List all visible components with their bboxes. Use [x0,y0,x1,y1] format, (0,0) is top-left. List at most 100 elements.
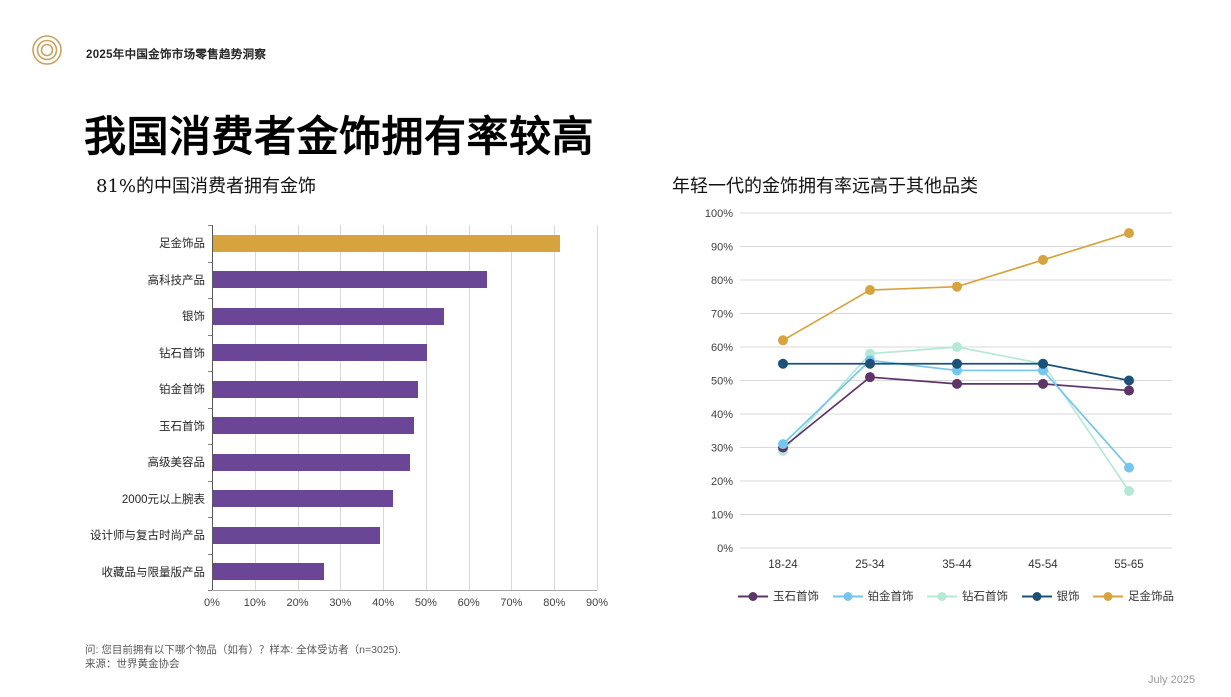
legend-item: 足金饰品 [1093,588,1174,604]
x-axis-tick-label: 25-34 [855,559,885,571]
y-axis-tickmark [208,590,212,591]
data-point: 足金饰品 45-54: 86% [1038,254,1048,265]
gridline [425,225,427,590]
gridline [254,225,256,590]
legend-item: 银饰 [1021,588,1080,604]
x-axis-tick-label: 55-65 [1114,559,1143,571]
y-axis-tickmark [208,517,212,518]
gridline [511,225,513,590]
legend-marker [832,591,863,601]
y-axis-tick-label: 20% [711,476,733,488]
gridline [340,225,342,590]
data-point: 铂金首饰 18-24: 31% [778,439,788,450]
y-axis-tick-label: 70% [711,309,733,321]
bar [213,380,419,398]
bar-category-label: 钻石首饰 [159,347,205,360]
data-point: 银饰 35-44: 55% [952,358,962,369]
legend-marker-dot [1103,591,1113,601]
legend-label: 铂金首饰 [867,591,914,603]
bar [213,563,325,581]
slide-title: 我国消费者金饰拥有率较高 [84,113,595,160]
x-axis-tick-label: 40% [372,597,395,609]
x-axis-tick-label: 60% [457,597,480,609]
y-axis-tickmark [208,444,212,445]
legend-marker-dot [843,591,852,601]
bar [213,526,380,544]
x-axis-tick-label: 50% [414,597,437,609]
y-axis-tickmark [208,225,212,226]
legend-item: 铂金首饰 [832,588,914,604]
data-point: 玉石首饰 55-65: 47% [1124,385,1134,396]
y-axis-tickmark [208,480,212,482]
y-axis-tick-label: 10% [711,510,733,522]
y-axis-tick-label: 50% [711,376,733,388]
data-point: 钻石首饰 55-65: 17% [1124,486,1134,497]
x-axis-tick-label: 80% [543,597,566,609]
line-chart-plot: 100% 90% 80% 70% 60% 50% 40% 30% 20% 10% 0% 18-24 25… [705,208,1172,571]
y-axis-tick-label: 0% [717,543,733,555]
x-axis-tick-label: 18-24 [768,559,798,571]
x-axis-tick-label: 90% [585,597,609,609]
legend: 玉石首饰 铂金首饰 钻石首饰 银饰 足金饰品 [738,588,1174,604]
footnote-source: 来源：世界黄金协会 [85,658,180,670]
bar-category-label: 收藏品与限量版产品 [101,566,206,579]
legend-marker [738,591,768,601]
y-axis-line [212,225,213,590]
gridline [468,225,470,590]
legend-marker [1093,591,1123,601]
data-point: 足金饰品 55-65: 94% [1124,228,1134,239]
bar-category-label: 高级美容品 [147,457,206,470]
x-axis-tick-label: 70% [500,597,523,609]
footnote: 问: 您目前拥有以下哪个物品（如有）？样本: 全体受访者（n=3025). 来源… [85,643,401,671]
y-axis-tick-label: 40% [711,409,733,421]
bar [213,490,393,508]
line-chart-title: 年轻一代的金饰拥有率远高于其他品类 [672,176,978,197]
legend-marker [927,591,957,601]
data-point: 铂金首饰 55-65: 24% [1124,462,1134,473]
legend-label: 银饰 [1056,591,1080,603]
gridline [297,225,299,590]
slide-date: July 2025 [1148,674,1196,686]
gridline [597,225,598,590]
x-axis-tick-label: 35-44 [942,559,972,571]
x-axis-tick-label: 10% [243,597,266,609]
y-axis-tick-label: 80% [711,275,733,287]
bar-category-label: 银饰 [182,311,205,324]
bar-category-label: 足金饰品 [159,238,205,251]
legend-item: 玉石首饰 [738,588,819,604]
y-axis-tick-label: 100% [705,208,733,220]
bar [213,271,487,289]
report-series-title: 2025年中国金饰市场零售趋势洞察 [86,49,267,61]
bar-category-label: 设计师与复古时尚产品 [90,530,205,543]
y-axis-tickmark [208,407,212,409]
y-axis-tick-label: 60% [711,342,733,354]
gridline [383,225,385,590]
gridline [554,225,556,590]
line-chart: 100% 90% 80% 70% 60% 50% 40% 30% 20% 10% 0% 18-24 25… [700,205,1205,617]
y-axis-tickmark [208,298,212,299]
y-axis-tickmark [208,371,212,372]
footnote-question: 问: 您目前拥有以下哪个物品（如有）？样本: 全体受访者（n=3025). [85,644,401,656]
brand-rings-icon [32,35,62,65]
legend-marker-dot [1032,591,1041,601]
data-point: 银饰 45-54: 55% [1038,358,1048,369]
y-axis-tick-label: 90% [711,242,733,254]
legend-label: 玉石首饰 [773,591,819,603]
bar-category-label: 2000元以上腕表 [121,493,205,506]
data-point: 玉石首饰 25-34: 51% [865,372,875,383]
legend-item: 钻石首饰 [927,588,1008,604]
bar-category-label: 铂金首饰 [159,384,205,397]
bar-category-label: 高科技产品 [147,274,206,287]
data-point: 银饰 25-34: 55% [865,358,875,369]
bar [213,234,560,252]
data-point: 玉石首饰 35-44: 49% [952,378,962,389]
bar-chart: 0% 10% 20% 30% 40% 50% 60% 70% 80% 90% 足金饰品 高科技产品 银饰… [85,225,630,625]
bar [213,307,444,325]
x-axis-line [212,590,597,591]
legend-marker-dot [937,591,947,601]
bar-category-label: 玉石首饰 [159,420,205,433]
x-axis-tick-label: 45-54 [1028,559,1058,571]
bar-chart-title: 81%的中国消费者拥有金饰 [96,176,317,197]
y-axis-tickmark [208,334,212,336]
legend-marker-dot [748,591,758,601]
